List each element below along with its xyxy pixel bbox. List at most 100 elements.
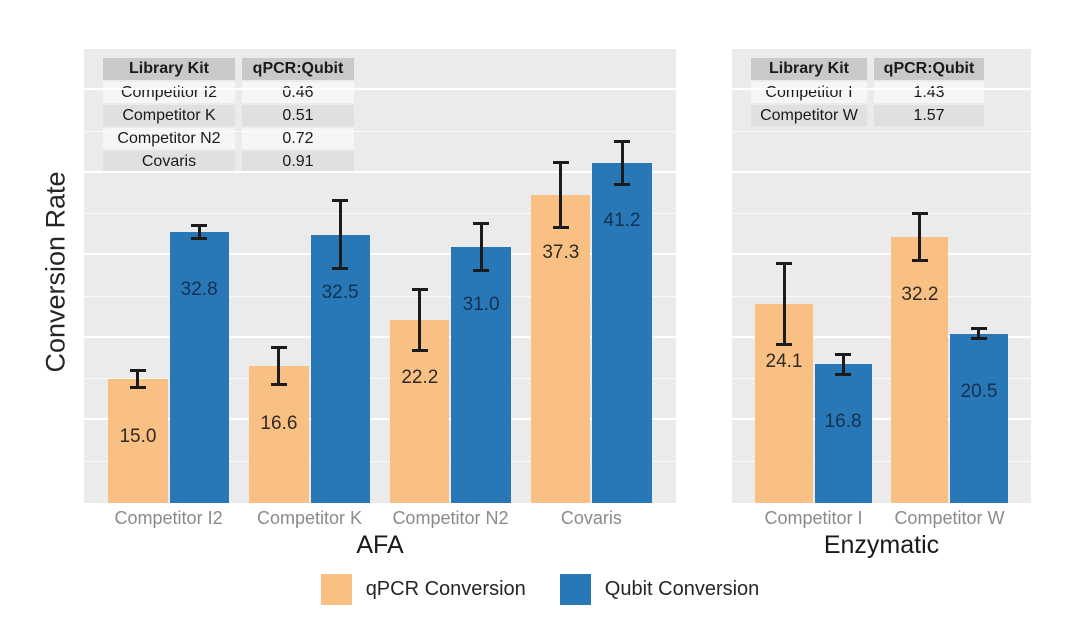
- bar-qpcr: [891, 237, 949, 503]
- bar-qubit: [169, 232, 229, 503]
- gridline: [732, 130, 1031, 132]
- error-bar: [911, 212, 928, 262]
- table-header-cell: qPCR:Qubit: [242, 58, 354, 80]
- table-cell: 1.57: [874, 105, 984, 126]
- legend-item-qubit: Qubit Conversion: [559, 574, 760, 605]
- facet-title-enzymatic: Enzymatic: [823, 531, 940, 559]
- bar-value-label: 16.6: [260, 412, 298, 434]
- bar-value-label: 20.5: [960, 380, 998, 402]
- table-cell: Covaris: [103, 151, 235, 172]
- error-bar-cap: [473, 268, 490, 272]
- gridline: [84, 130, 676, 132]
- table-row: Competitor W 1.57: [751, 105, 984, 126]
- error-bar-stem: [479, 222, 483, 272]
- bar-qpcr: [108, 379, 168, 503]
- legend-label: qPCR Conversion: [365, 578, 526, 600]
- error-bar-stem: [620, 139, 624, 187]
- error-bar-cap: [411, 348, 428, 352]
- table-row: Covaris 0.91: [103, 151, 354, 172]
- facet-title-afa: AFA: [356, 531, 404, 559]
- error-bar-stem: [918, 212, 922, 262]
- table-cell: Competitor I2: [103, 82, 235, 103]
- inset-table-afa: Library Kit qPCR:Qubit Competitor I2 0.46 Co…: [96, 56, 361, 174]
- x-tick-label: Competitor K: [256, 508, 363, 528]
- gridline: [84, 418, 676, 421]
- gridline: [732, 170, 1031, 173]
- gridline: [84, 295, 676, 297]
- legend-label: Qubit Conversion: [604, 578, 760, 600]
- error-bar: [129, 369, 146, 390]
- table-cell: Competitor K: [103, 105, 235, 126]
- x-tick-label: Covaris: [560, 508, 622, 528]
- error-bar-stem: [782, 261, 786, 347]
- bar-value-label: 16.8: [824, 411, 862, 433]
- bar-qpcr: [249, 365, 309, 503]
- table-row: Competitor N2 0.72: [103, 128, 354, 149]
- bar-value-label: 32.5: [321, 281, 359, 303]
- qpcr-qubit-ratio-table: Library Kit qPCR:Qubit Competitor I 1.43 Com…: [744, 56, 991, 128]
- gridline: [84, 88, 676, 91]
- x-tick-label: Competitor N2: [392, 508, 509, 528]
- bar-qubit: [814, 364, 872, 503]
- gridline: [732, 88, 1031, 91]
- table-row: Competitor I 1.43: [751, 82, 984, 103]
- qubit-color-swatch: [559, 574, 591, 605]
- error-bar-cap: [129, 386, 146, 390]
- chart-legend: qPCR Conversion Qubit Conversion: [0, 574, 1080, 605]
- bar-value-label: 41.2: [603, 209, 641, 231]
- plot-panel-afa: Library Kit qPCR:Qubit Competitor I2 0.46 Co…: [84, 49, 676, 528]
- error-bar: [970, 327, 987, 341]
- error-bar: [411, 287, 428, 352]
- y-axis-title: Conversion Rate: [40, 171, 71, 373]
- table-row: Competitor I2 0.46: [103, 82, 354, 103]
- bar-value-label: 31.0: [462, 294, 500, 316]
- error-bar-cap: [835, 372, 852, 376]
- error-bar-stem: [977, 327, 981, 341]
- error-bar-stem: [197, 223, 201, 241]
- table-cell: 0.91: [242, 151, 354, 172]
- bar-qpcr: [531, 195, 591, 503]
- error-bar-cap: [552, 225, 569, 229]
- gridline: [732, 418, 1031, 421]
- error-bar: [614, 139, 631, 187]
- error-bar-stem: [338, 199, 342, 271]
- bar-qubit: [310, 234, 370, 503]
- table-cell: 0.46: [242, 82, 354, 103]
- bar-qubit: [950, 333, 1008, 503]
- plot-panel-enzymatic: Library Kit qPCR:Qubit Competitor I 1.43 Com…: [732, 49, 1031, 528]
- table-row: Competitor K 0.51: [103, 105, 354, 126]
- error-bar-cap: [911, 258, 928, 262]
- error-bar-stem: [418, 287, 422, 352]
- gridline: [732, 335, 1031, 338]
- gridline: [84, 213, 676, 215]
- gridline: [84, 460, 676, 462]
- table-cell: Competitor N2: [103, 128, 235, 149]
- bar-value-label: 32.2: [901, 284, 939, 306]
- bar-value-label: 37.3: [542, 242, 580, 264]
- error-bar: [270, 346, 287, 386]
- gridline: [732, 460, 1031, 462]
- table-cell: Competitor I: [751, 82, 867, 103]
- gridline: [84, 335, 676, 338]
- bar-value-label: 24.1: [765, 351, 803, 373]
- error-bar-stem: [841, 352, 845, 376]
- error-bar: [332, 199, 349, 271]
- inset-table-enzymatic: Library Kit qPCR:Qubit Competitor I 1.43 Com…: [744, 56, 991, 128]
- x-tick-label: Competitor W: [894, 508, 1005, 528]
- error-bar: [835, 352, 852, 376]
- bar-value-label: 32.8: [180, 279, 218, 301]
- table-header-cell: qPCR:Qubit: [874, 58, 984, 80]
- bar-qubit: [451, 247, 511, 503]
- table-cell: 0.72: [242, 128, 354, 149]
- table-header-cell: Library Kit: [751, 58, 867, 80]
- table-cell: 0.51: [242, 105, 354, 126]
- bar-value-label: 15.0: [119, 426, 157, 448]
- x-tick-label: Competitor I: [764, 508, 863, 528]
- qpcr-color-swatch: [320, 574, 352, 605]
- gridline: [732, 378, 1031, 380]
- table-cell: 1.43: [874, 82, 984, 103]
- error-bar-stem: [277, 346, 281, 386]
- bar-qubit: [592, 162, 652, 503]
- error-bar: [776, 261, 792, 347]
